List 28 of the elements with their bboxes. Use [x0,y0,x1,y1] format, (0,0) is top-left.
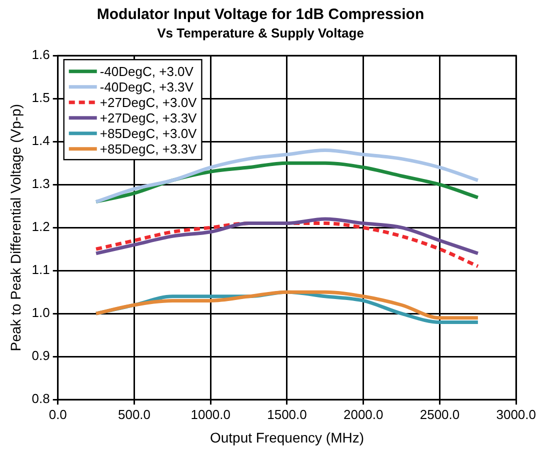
line-series [94,222,480,268]
legend-label: +27DegC, +3.3V [100,110,198,126]
y-tick-label: 1.3 [32,176,50,192]
y-tick-label: 1.2 [32,219,50,234]
legend-label: -40DegC, +3.3V [100,79,194,94]
x-tick-label: 2000.0 [343,406,384,422]
y-tick-label: 0.8 [32,391,50,406]
y-tick-label: 1.1 [32,262,50,278]
y-tick-label: 1.4 [32,133,50,148]
chart-title: Modulator Input Voltage for 1dB Compression [96,6,424,24]
y-axis-title: Peak to Peak Differential Voltage (Vp-p) [7,104,24,352]
y-tick-label: 1.0 [32,305,50,320]
x-tick-label: 1500.0 [267,406,307,422]
x-axis-title: Output Frequency (MHz) [210,429,364,446]
x-tick-label: 3000.0 [496,406,536,422]
y-tick-label: 0.9 [32,348,50,364]
y-tick-label: 1.5 [32,90,50,106]
legend-label: +27DegC, +3.0V [100,94,198,110]
legend-label: -40DegC, +3.0V [100,64,194,79]
y-tick-label: 1.6 [32,47,50,62]
chart-subtitle: Vs Temperature & Supply Voltage [157,25,364,40]
x-tick-label: 1000.0 [190,406,231,422]
line-series [94,217,480,256]
legend-label: +85DegC, +3.0V [100,126,198,141]
x-tick-label: 500.0 [118,406,151,422]
x-tick-label: 0.0 [48,406,67,422]
x-tick-label: 2500.0 [420,406,460,422]
legend-label: +85DegC, +3.3V [100,141,198,156]
